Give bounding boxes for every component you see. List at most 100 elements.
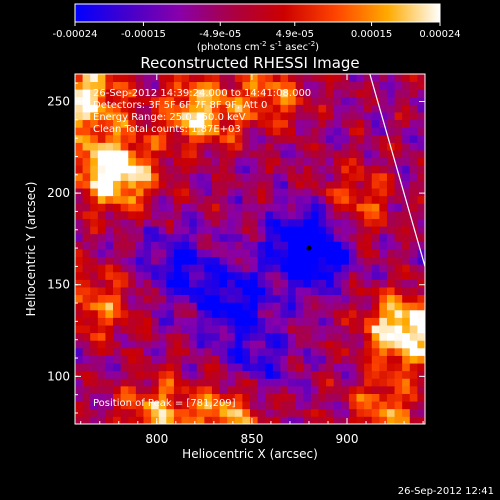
heatmap-cell — [341, 264, 350, 273]
heatmap-cell — [257, 309, 266, 318]
heatmap-cell — [234, 188, 243, 197]
y-tick-label: 150 — [47, 278, 70, 292]
heatmap-cell — [143, 408, 152, 417]
heatmap-cell — [356, 226, 365, 235]
heatmap-cell — [166, 210, 175, 219]
heatmap-cell — [143, 279, 152, 288]
heatmap-cell — [356, 104, 365, 113]
heatmap-cell — [166, 172, 175, 181]
heatmap-cell — [219, 332, 228, 341]
heatmap-cell — [409, 271, 418, 280]
heatmap-cell — [181, 203, 190, 212]
heatmap-cell — [90, 401, 99, 410]
heatmap-cell — [348, 416, 357, 424]
chart-title: Reconstructed RHESSI Image — [140, 54, 359, 72]
heatmap-cell — [402, 416, 411, 424]
heatmap-cell — [303, 142, 312, 151]
heatmap-cell — [257, 378, 266, 387]
heatmap-cell — [409, 355, 418, 364]
heatmap-cell — [417, 134, 425, 143]
heatmap-cell — [204, 317, 213, 326]
heatmap-cell — [386, 150, 395, 159]
heatmap-cell — [341, 309, 350, 318]
heatmap-cell — [166, 416, 175, 424]
heatmap-cell — [211, 180, 220, 189]
heatmap-cell — [242, 363, 251, 372]
heatmap-cell — [417, 112, 425, 121]
heatmap-cell — [234, 119, 243, 128]
heatmap-cell — [409, 363, 418, 372]
heatmap-cell — [158, 218, 167, 227]
heatmap-cell — [257, 89, 266, 98]
heatmap-cell — [288, 134, 297, 143]
heatmap-cell — [371, 165, 380, 174]
heatmap-cell — [341, 150, 350, 159]
heatmap-cell — [409, 142, 418, 151]
heatmap-cell — [227, 165, 236, 174]
heatmap-cell — [120, 378, 129, 387]
heatmap-cell — [417, 279, 425, 288]
x-tick-label: 800 — [145, 432, 168, 446]
heatmap-cell — [288, 287, 297, 296]
heatmap-cell — [257, 332, 266, 341]
heatmap-cell — [333, 119, 342, 128]
heatmap-cell — [371, 127, 380, 136]
heatmap-cell — [143, 119, 152, 128]
heatmap-cell — [318, 157, 327, 166]
heatmap-cell — [379, 150, 388, 159]
heatmap-cell — [75, 309, 84, 318]
heatmap-cell — [386, 287, 395, 296]
heatmap-cell — [310, 150, 319, 159]
colorbar-tick-label: -0.00024 — [53, 29, 98, 40]
heatmap-cell — [113, 180, 122, 189]
heatmap-cell — [219, 233, 228, 242]
heatmap-cell — [379, 347, 388, 356]
heatmap-cell — [227, 264, 236, 273]
heatmap-cell — [272, 157, 281, 166]
heatmap-cell — [181, 408, 190, 417]
heatmap-cell — [82, 385, 91, 394]
heatmap-cell — [250, 210, 259, 219]
heatmap-cell — [288, 340, 297, 349]
heatmap-cell — [364, 157, 373, 166]
heatmap-cell — [288, 408, 297, 417]
heatmap-cell — [219, 180, 228, 189]
heatmap-cell — [75, 393, 84, 402]
heatmap-cell — [371, 112, 380, 121]
heatmap-cell — [348, 287, 357, 296]
heatmap-cell — [409, 210, 418, 219]
heatmap-cell — [120, 309, 129, 318]
heatmap-cell — [151, 89, 160, 98]
heatmap-cell — [326, 134, 335, 143]
heatmap-cell — [90, 309, 99, 318]
heatmap-cell — [90, 249, 99, 258]
heatmap-cell — [371, 81, 380, 90]
heatmap-cell — [173, 385, 182, 394]
heatmap-cell — [310, 271, 319, 280]
heatmap-cell — [173, 142, 182, 151]
heatmap-cell — [151, 317, 160, 326]
heatmap-cell — [181, 378, 190, 387]
heatmap-cell — [97, 287, 106, 296]
heatmap-cell — [166, 226, 175, 235]
heatmap-cell — [196, 378, 205, 387]
heatmap-cell — [371, 180, 380, 189]
heatmap-cell — [151, 393, 160, 402]
heatmap-cell — [379, 142, 388, 151]
heatmap-cell — [280, 325, 289, 334]
heatmap-cell — [310, 408, 319, 417]
heatmap-cell — [75, 96, 84, 105]
heatmap-cell — [356, 340, 365, 349]
heatmap-cell — [204, 134, 213, 143]
heatmap-cell — [227, 172, 236, 181]
heatmap-cell — [280, 271, 289, 280]
heatmap-cell — [234, 134, 243, 143]
heatmap-cell — [280, 150, 289, 159]
heatmap-cell — [295, 378, 304, 387]
heatmap-cell — [280, 218, 289, 227]
heatmap-cell — [135, 370, 144, 379]
heatmap-cell — [113, 249, 122, 258]
heatmap-cell — [158, 287, 167, 296]
heatmap-cell — [288, 81, 297, 90]
